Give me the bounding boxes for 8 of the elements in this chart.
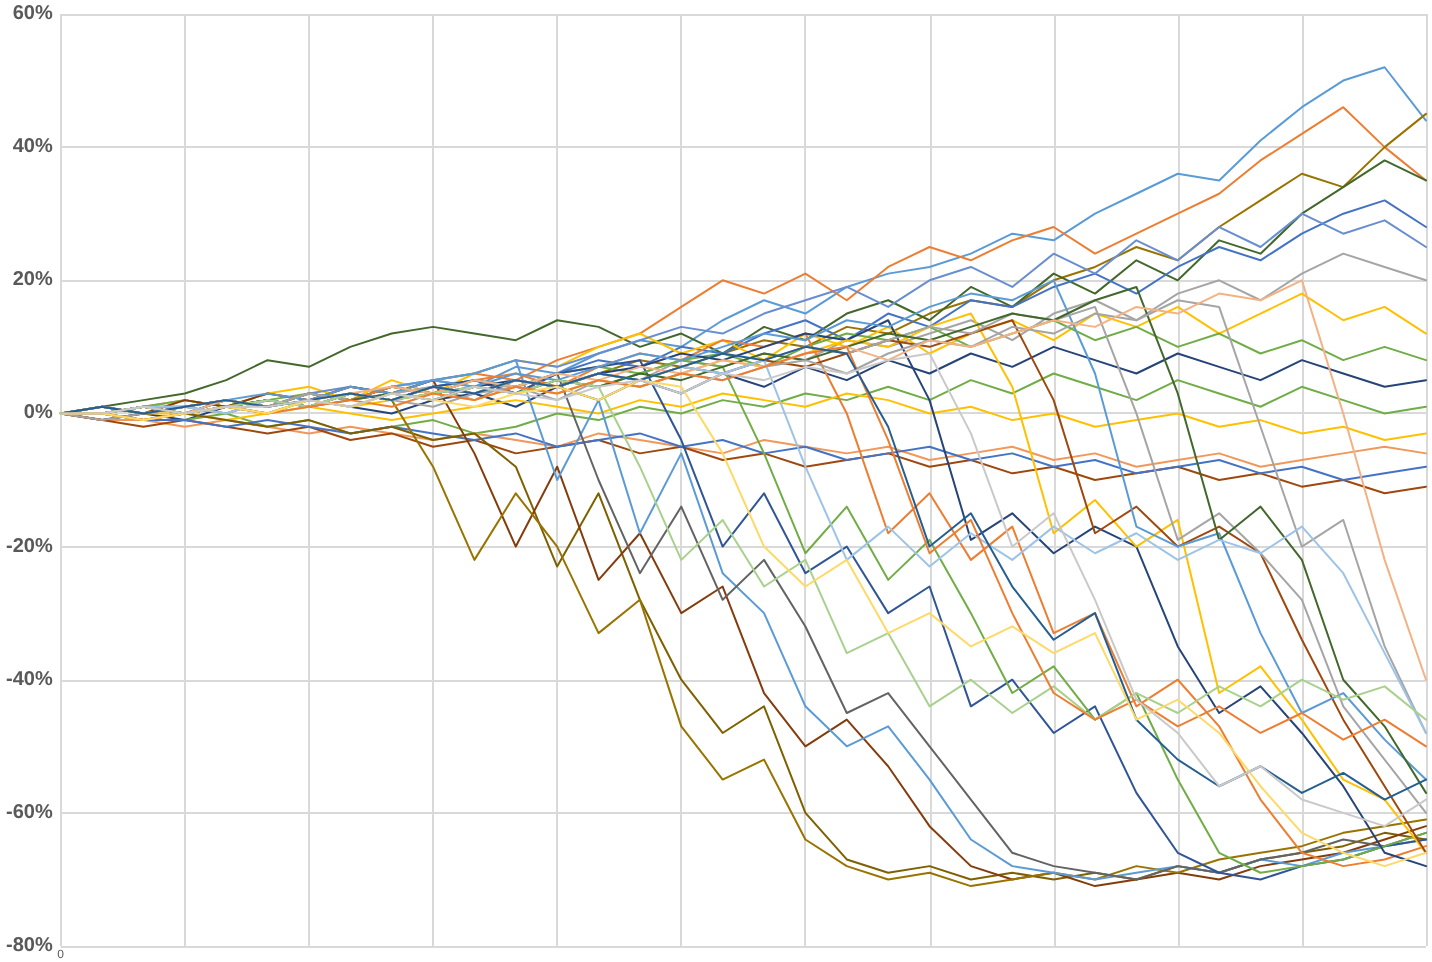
y-tick-label: 20%	[12, 269, 53, 292]
y-tick-label: -60%	[5, 801, 53, 824]
y-tick-label: -80%	[5, 935, 53, 957]
y-tick-label: -40%	[5, 668, 53, 691]
y-tick-label: 40%	[12, 136, 53, 159]
y-tick-label: 60%	[12, 3, 53, 25]
y-tick-label: -20%	[5, 535, 53, 558]
y-tick-label: 0%	[23, 402, 53, 425]
